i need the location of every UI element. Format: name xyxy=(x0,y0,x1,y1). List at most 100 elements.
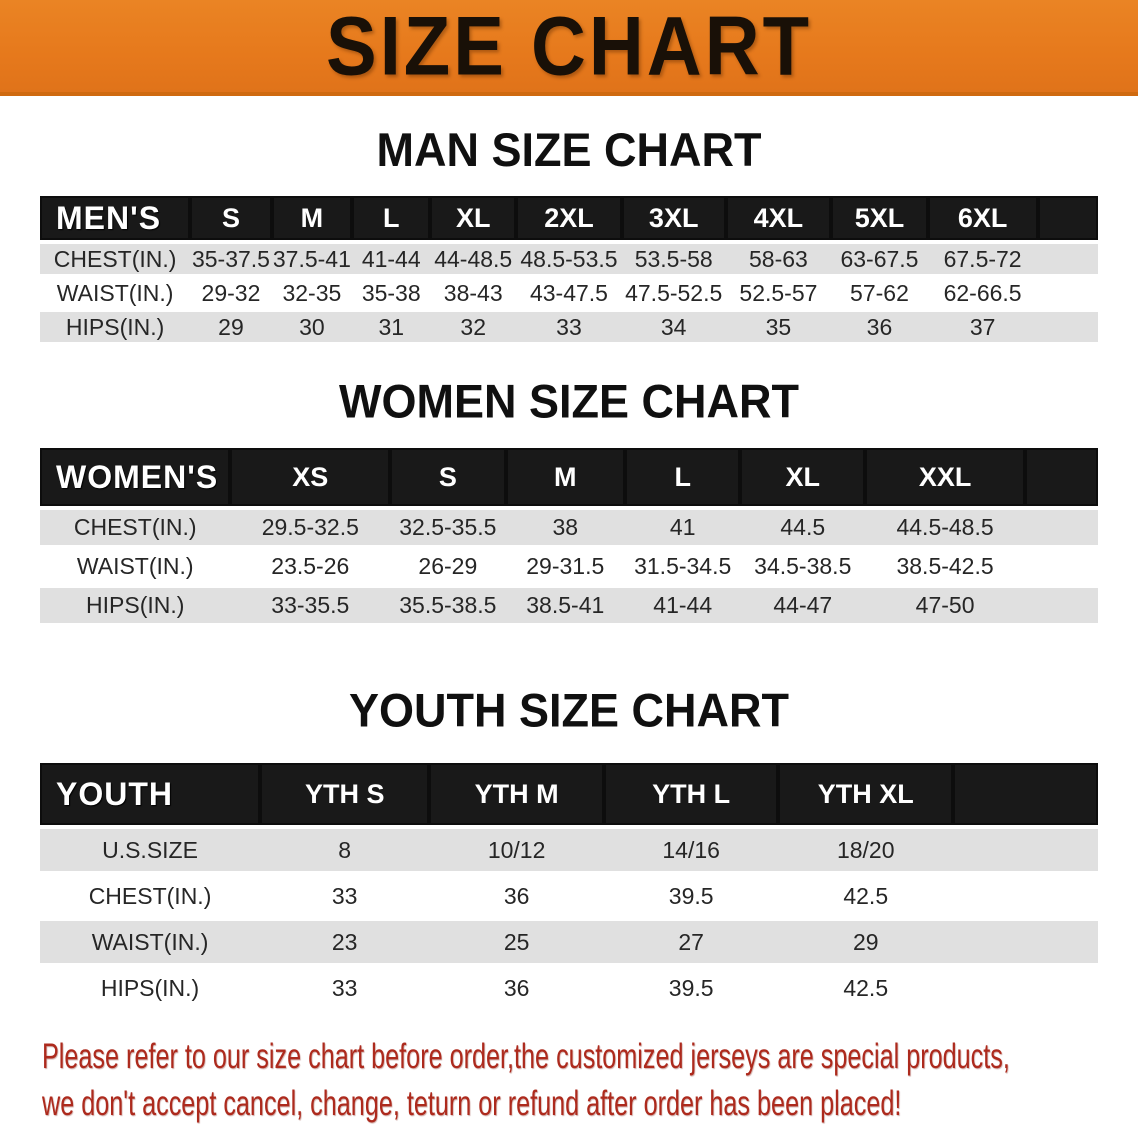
group-label: YOUTH xyxy=(40,763,261,825)
size-column-header: S xyxy=(390,448,506,506)
size-column-header: M xyxy=(505,448,626,506)
size-column-header: 6XL xyxy=(927,196,1038,240)
size-value: 32 xyxy=(430,312,517,342)
size-column-header: M xyxy=(271,196,353,240)
size-value: 8 xyxy=(260,829,430,871)
size-column-header: 4XL xyxy=(725,196,832,240)
row-label: WAIST(IN.) xyxy=(56,279,174,306)
size-column-header: YTH L xyxy=(603,763,779,825)
size-value: 23 xyxy=(260,921,430,963)
size-value: 41-44 xyxy=(352,244,431,274)
section-youth: YOUTH SIZE CHART YOUTH YTH S YTH M YTH L YTH… xyxy=(0,685,1138,1013)
size-value: 33-35.5 xyxy=(230,588,391,623)
size-value: 38 xyxy=(505,510,626,545)
size-value: 33 xyxy=(516,312,622,342)
size-value: 42.5 xyxy=(843,974,889,1001)
size-table-header-row: WOMEN'S XS S M L XL XXL xyxy=(40,448,1098,506)
size-value: 33 xyxy=(331,882,358,909)
size-table-header-row: MEN'S S M L XL 2XL 3XL 4XL 5XL 6XL xyxy=(40,196,1098,240)
size-value: 36 xyxy=(503,974,530,1001)
measurement-row: HIPS(IN.) 33-35.5 35.5-38.5 38.5-41 41-44 44-… xyxy=(40,588,1098,623)
size-value: 31.5-34.5 xyxy=(634,553,732,579)
size-value: 44.5 xyxy=(740,510,866,545)
size-value: 35-38 xyxy=(361,279,421,306)
spacer-cell xyxy=(953,875,1098,917)
size-column-header: L xyxy=(625,448,741,506)
footer-line-1: Please refer to our size chart before or… xyxy=(42,1037,1010,1076)
size-value: 41 xyxy=(625,510,741,545)
size-value: 37.5-41 xyxy=(271,244,353,274)
size-value: 67.5-72 xyxy=(927,244,1038,274)
size-value: 29 xyxy=(190,312,272,342)
size-value: 37 xyxy=(927,312,1038,342)
row-label: CHEST(IN.) xyxy=(40,510,231,545)
size-value: 36 xyxy=(831,312,928,342)
row-label: CHEST(IN.) xyxy=(40,244,191,274)
size-value: 30 xyxy=(271,312,353,342)
size-column-header: YTH XL xyxy=(778,763,954,825)
row-label: WAIST(IN.) xyxy=(76,553,194,579)
size-column-header: XXL xyxy=(865,448,1025,506)
spacer-cell xyxy=(1038,278,1098,308)
measurement-row: HIPS(IN.) 33 36 39.5 42.5 xyxy=(40,967,1098,1009)
footer-line-2: we don't accept cancel, change, teturn o… xyxy=(42,1084,902,1123)
size-value: 47.5-52.5 xyxy=(625,279,723,306)
size-column-header: XL xyxy=(740,448,866,506)
size-value: 35.5-38.5 xyxy=(390,588,506,623)
size-value: 23.5-26 xyxy=(271,553,350,579)
measurement-row: CHEST(IN.) 33 36 39.5 42.5 xyxy=(40,875,1098,917)
size-value: 47-50 xyxy=(865,588,1025,623)
size-value: 62-66.5 xyxy=(943,279,1022,306)
size-value: 53.5-58 xyxy=(621,244,726,274)
group-label: MEN'S xyxy=(40,196,191,240)
measurement-row: WAIST(IN.) 23 25 27 29 xyxy=(40,921,1098,963)
size-value: 58-63 xyxy=(725,244,832,274)
size-value: 38.5-42.5 xyxy=(896,553,994,579)
size-column-header: YTH M xyxy=(429,763,604,825)
size-value: 31 xyxy=(352,312,431,342)
spacer-cell xyxy=(953,967,1098,1009)
size-table-header-row: YOUTH YTH S YTH M YTH L YTH XL xyxy=(40,763,1098,825)
spacer-cell xyxy=(1024,510,1098,545)
size-value: 48.5-53.5 xyxy=(516,244,622,274)
size-value: 32.5-35.5 xyxy=(390,510,506,545)
row-label: U.S.SIZE xyxy=(40,829,261,871)
banner-title: SIZE CHART xyxy=(326,0,812,93)
size-table-youth: YOUTH YTH S YTH M YTH L YTH XL U.S.SIZE 8 10/12… xyxy=(40,759,1098,1013)
size-table-women: WOMEN'S XS S M L XL XXL CHEST(IN.) 29.5-32.5 32.5… xyxy=(40,444,1098,627)
size-value: 25 xyxy=(429,921,604,963)
size-value: 36 xyxy=(503,882,530,909)
size-value: 10/12 xyxy=(429,829,604,871)
size-value: 26-29 xyxy=(418,553,478,579)
size-column-header: XL xyxy=(430,196,517,240)
size-column-header: 3XL xyxy=(621,196,726,240)
size-value: 39.5 xyxy=(668,974,714,1001)
size-value: 34 xyxy=(621,312,726,342)
row-label: CHEST(IN.) xyxy=(88,882,212,909)
row-label: WAIST(IN.) xyxy=(40,921,261,963)
spacer-cell xyxy=(1024,448,1098,506)
size-value: 29-32 xyxy=(201,279,261,306)
row-label: HIPS(IN.) xyxy=(100,974,200,1001)
measurement-row: WAIST(IN.) 29-32 32-35 35-38 38-43 43-47.5 47.… xyxy=(40,278,1098,308)
size-value: 44-48.5 xyxy=(430,244,517,274)
measurement-row: U.S.SIZE 8 10/12 14/16 18/20 xyxy=(40,829,1098,871)
size-value: 44.5-48.5 xyxy=(865,510,1025,545)
measurement-row: CHEST(IN.) 29.5-32.5 32.5-35.5 38 41 44.5 44.5… xyxy=(40,510,1098,545)
size-value: 57-62 xyxy=(850,279,909,306)
size-value: 52.5-57 xyxy=(739,279,818,306)
size-value: 38-43 xyxy=(443,279,503,306)
size-column-header: YTH S xyxy=(260,763,430,825)
size-value: 18/20 xyxy=(778,829,954,871)
group-label: WOMEN'S xyxy=(40,448,231,506)
measurement-row: CHEST(IN.) 35-37.5 37.5-41 41-44 44-48.5 48.5… xyxy=(40,244,1098,274)
size-value: 32-35 xyxy=(282,279,342,306)
row-label: HIPS(IN.) xyxy=(40,588,231,623)
size-value: 27 xyxy=(603,921,779,963)
spacer-cell xyxy=(1024,588,1098,623)
section-heading-women: WOMEN SIZE CHART xyxy=(339,374,799,429)
size-column-header: S xyxy=(190,196,272,240)
spacer-cell xyxy=(1037,312,1098,342)
size-column-header: L xyxy=(352,196,431,240)
measurement-row: WAIST(IN.) 23.5-26 26-29 29-31.5 31.5-34.5 34… xyxy=(40,549,1098,584)
